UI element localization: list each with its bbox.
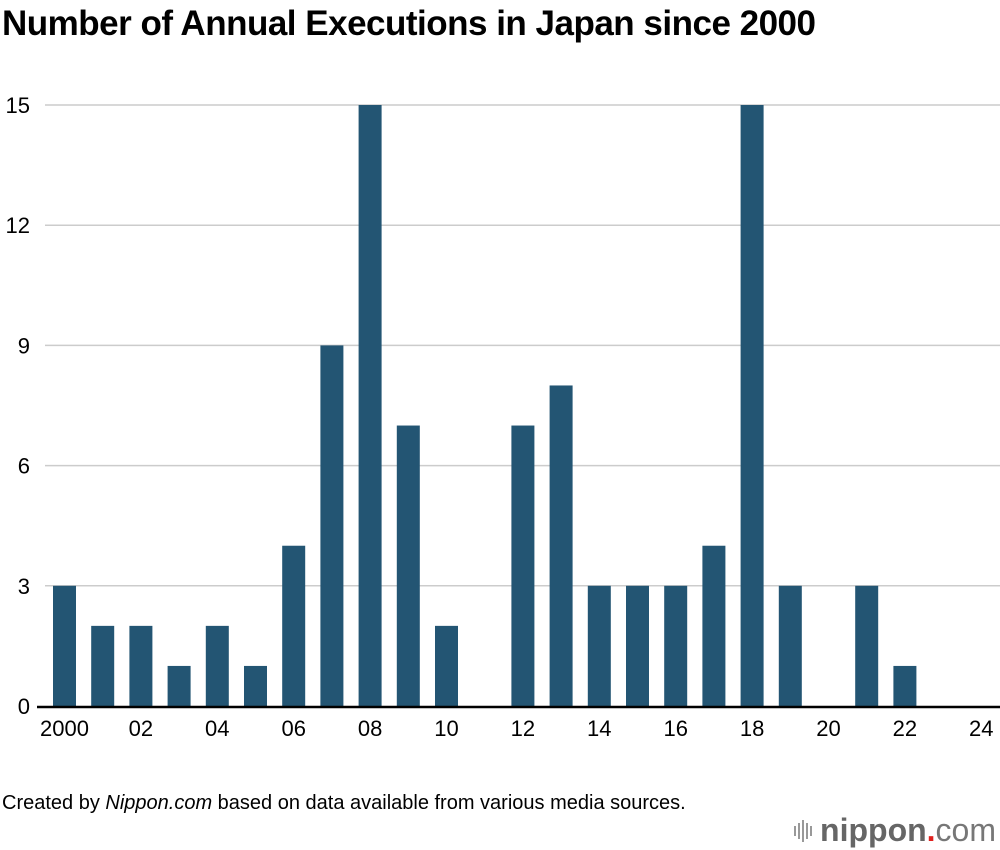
source-site: Nippon.com <box>105 792 213 814</box>
y-tick-label: 12 <box>6 213 30 238</box>
bar-2022 <box>893 665 917 706</box>
bar-2007 <box>320 345 344 706</box>
bar-2001 <box>91 625 115 706</box>
bar-2003 <box>167 665 191 706</box>
chart-title: Number of Annual Executions in Japan sin… <box>2 4 816 43</box>
bar-chart: 0 3 6 9 12 15 2000 02 04 06 08 10 12 14 16 18 20 22 24 <box>6 93 1000 741</box>
bar-2009 <box>396 425 420 706</box>
bar-2017 <box>702 545 726 706</box>
bar-2000 <box>53 585 76 706</box>
x-tick-label: 16 <box>663 716 687 741</box>
x-tick-label: 20 <box>816 716 840 741</box>
bars <box>53 105 917 706</box>
logo-com: com <box>935 812 996 848</box>
bar-2012 <box>511 425 535 706</box>
nippon-logo: nippon. com <box>794 812 996 849</box>
bar-2004 <box>205 625 229 706</box>
bar-2021 <box>855 585 879 706</box>
x-tick-label: 06 <box>281 716 305 741</box>
x-tick-label: 2000 <box>40 716 89 741</box>
source-suffix: based on data available from various med… <box>212 792 686 814</box>
x-tick-label: 12 <box>511 716 535 741</box>
x-tick-label: 24 <box>969 716 993 741</box>
y-tick-label: 15 <box>6 93 30 118</box>
bar-2016 <box>664 585 688 706</box>
source-prefix: Created by <box>2 792 106 814</box>
y-tick-label: 3 <box>18 574 30 599</box>
bar-2019 <box>778 585 802 706</box>
bar-2010 <box>435 625 458 706</box>
bar-2014 <box>587 585 611 706</box>
y-tick-label: 0 <box>18 694 30 719</box>
x-tick-label: 10 <box>434 716 458 741</box>
x-tick-label: 04 <box>205 716 229 741</box>
source-note: Created by Nippon.com based on data avai… <box>2 790 722 816</box>
logo-dot: . <box>926 812 936 848</box>
sound-wave-icon <box>794 819 813 842</box>
bar-2015 <box>626 585 649 706</box>
bar-2005 <box>244 665 267 706</box>
bar-2002 <box>129 625 153 706</box>
logo-brand: nippon <box>820 812 927 848</box>
bar-2018 <box>740 105 764 706</box>
bar-2008 <box>358 105 382 706</box>
x-tick-label: 22 <box>893 716 917 741</box>
bar-2013 <box>549 385 573 706</box>
x-tick-label: 08 <box>358 716 382 741</box>
axes: 0 3 6 9 12 15 2000 02 04 06 08 10 12 14 16 18 20 22 24 <box>6 93 1000 741</box>
y-tick-label: 9 <box>18 333 30 358</box>
y-tick-label: 6 <box>18 454 30 479</box>
x-tick-label: 18 <box>740 716 764 741</box>
x-tick-label: 02 <box>129 716 153 741</box>
bar-2006 <box>282 545 306 706</box>
x-tick-label: 14 <box>587 716 611 741</box>
